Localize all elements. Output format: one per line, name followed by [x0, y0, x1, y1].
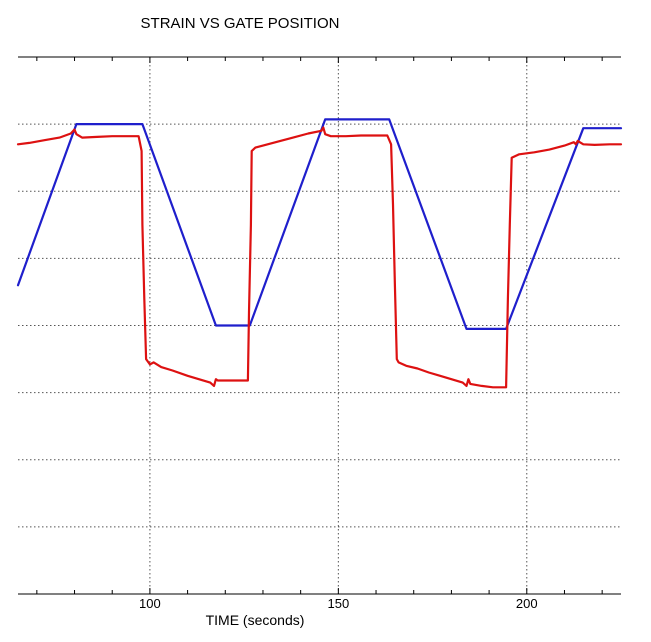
x-tick-label: 150 — [327, 596, 349, 611]
series-line-2 — [16, 126, 623, 389]
minor-ticks — [36, 57, 603, 594]
plot-area — [18, 56, 621, 595]
x-tick-label: 100 — [139, 596, 161, 611]
series-line-1 — [16, 118, 623, 330]
x-tick-label: 200 — [516, 596, 538, 611]
x-tick-labels: 100 150 200 — [139, 596, 538, 611]
series-lines — [16, 118, 623, 389]
chart-title: STRAIN VS GATE POSITION — [141, 15, 340, 32]
x-axis-label: TIME (seconds) — [206, 612, 305, 628]
